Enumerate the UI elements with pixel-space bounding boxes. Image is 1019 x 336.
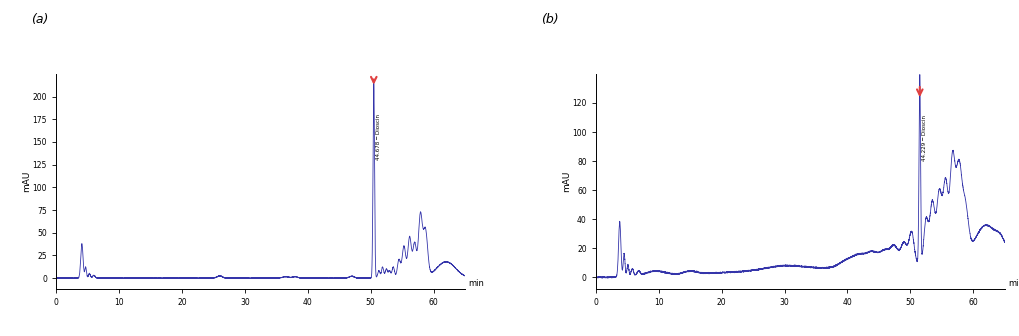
- Text: min: min: [468, 279, 484, 288]
- Text: min: min: [1007, 279, 1019, 288]
- Text: (b): (b): [540, 13, 557, 27]
- Y-axis label: mAU: mAU: [22, 171, 32, 192]
- Text: 44.678 ─ Dioscin: 44.678 ─ Dioscin: [375, 114, 380, 160]
- Y-axis label: mAU: mAU: [561, 171, 571, 192]
- Text: (a): (a): [31, 13, 48, 27]
- Text: 44.229 ─ Dioscin: 44.229 ─ Dioscin: [921, 115, 925, 161]
